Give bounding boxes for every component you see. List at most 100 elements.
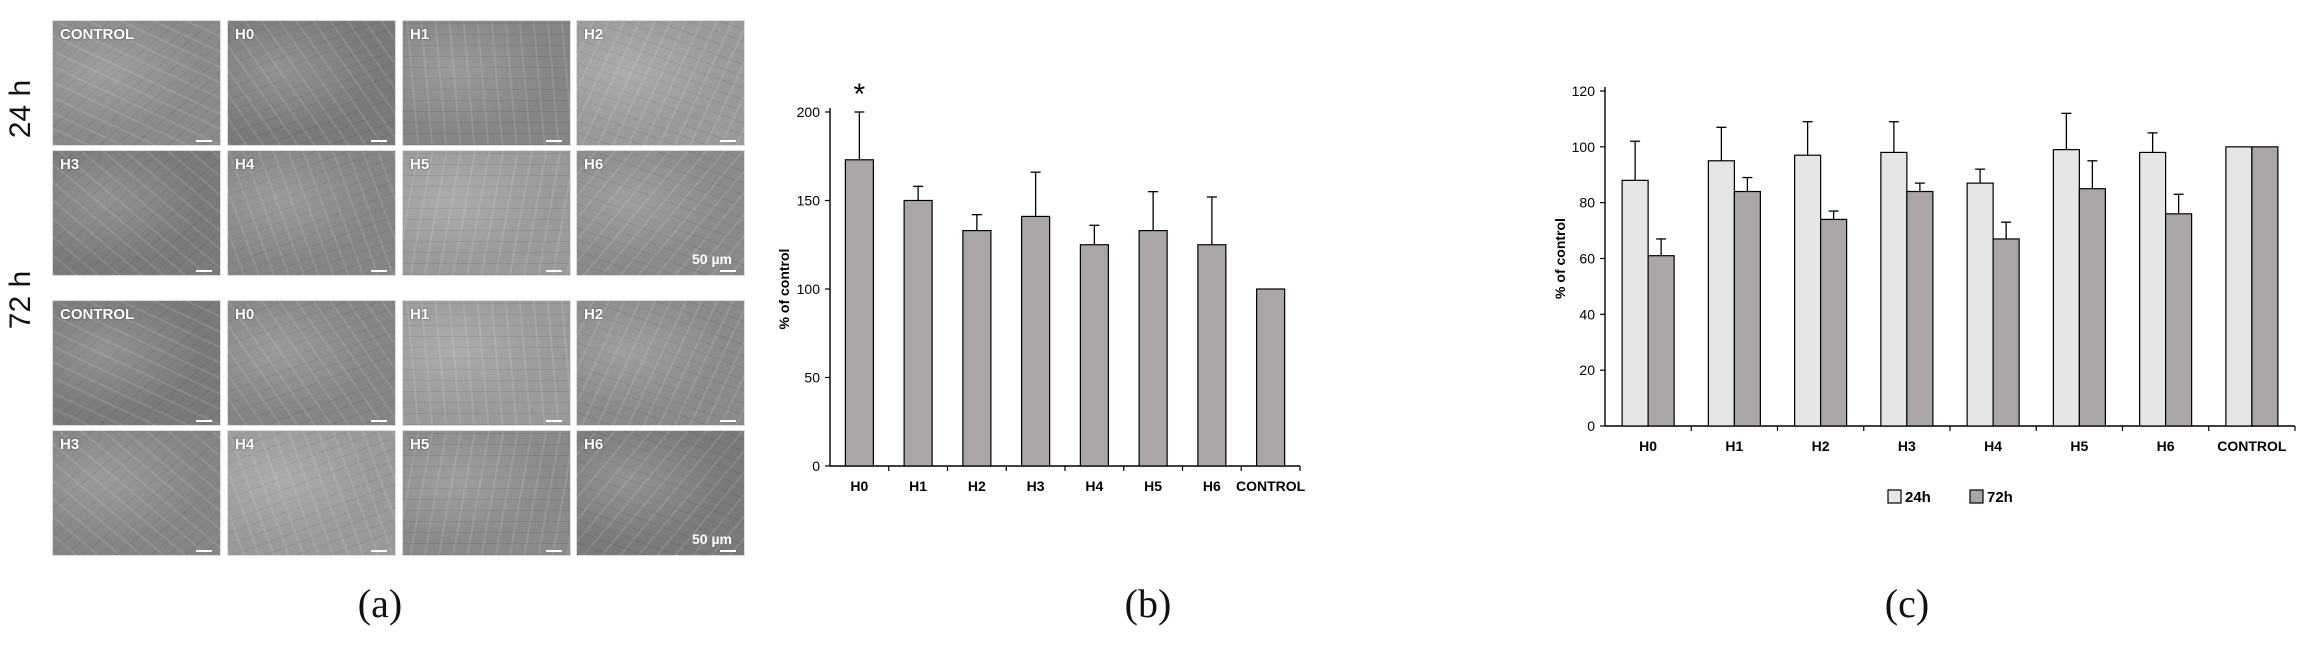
micrograph-tile: CONTROL [52, 300, 221, 426]
micrograph-image [403, 21, 570, 145]
x-tick-label: H0 [1639, 438, 1657, 454]
micrograph-image [228, 151, 395, 275]
micrograph-tile: CONTROL [52, 20, 221, 146]
bar [1021, 215, 1051, 467]
y-tick-label: 120 [1572, 83, 1596, 99]
scale-bar [720, 420, 736, 422]
micrograph-image [403, 301, 570, 425]
scale-bar [720, 270, 736, 272]
legend-swatch [1969, 489, 1984, 504]
tile-label: H2 [584, 306, 604, 323]
x-tick-label: H5 [1144, 478, 1162, 494]
bar [1079, 244, 1109, 467]
y-tick-label: 200 [797, 104, 821, 120]
bar [844, 159, 874, 467]
tile-label: H0 [235, 26, 255, 43]
tile-label: H1 [410, 26, 430, 43]
tile-label: H6 [584, 436, 604, 453]
micrograph-image [403, 431, 570, 555]
x-tick-label: CONTROL [1236, 478, 1306, 494]
y-tick-label: 150 [797, 193, 821, 209]
y-axis-label: % of control [1555, 218, 1568, 299]
y-tick-label: 0 [812, 458, 820, 474]
y-tick-label: 60 [1579, 251, 1595, 267]
x-tick-label: CONTROL [2217, 438, 2287, 454]
scale-bar [371, 550, 387, 552]
bar [1880, 151, 1908, 427]
x-tick-label: H1 [909, 478, 927, 494]
micrograph-tile: H3 [52, 150, 221, 276]
micrograph-tile: H5 [402, 150, 571, 276]
scale-bar [196, 140, 212, 142]
micrograph-tile: H6 50 µm [576, 150, 745, 276]
bar [2225, 146, 2253, 427]
micrograph-image [577, 21, 744, 145]
micrograph-image [53, 21, 220, 145]
legend-label: 24h [1905, 489, 1931, 506]
bar [2052, 149, 2080, 427]
tile-label: H0 [235, 306, 255, 323]
micrograph-tile: H0 [227, 20, 396, 146]
micrograph-image [577, 151, 744, 275]
y-tick-label: 100 [1572, 139, 1596, 155]
micrograph-tile: H1 [402, 300, 571, 426]
bar [2251, 146, 2279, 427]
tile-label: H2 [584, 26, 604, 43]
y-tick-label: 100 [797, 281, 821, 297]
bar [1197, 244, 1227, 467]
tile-label: H3 [60, 156, 80, 173]
micrograph-image [53, 301, 220, 425]
micrograph-tile: H4 [227, 150, 396, 276]
tile-label: CONTROL [60, 306, 135, 323]
micrograph-image [577, 431, 744, 555]
x-tick-label: H1 [1725, 438, 1743, 454]
tile-label: H1 [410, 306, 430, 323]
scale-bar [371, 420, 387, 422]
x-tick-label: H4 [1085, 478, 1103, 494]
bar [1966, 182, 1994, 427]
micrograph-tile: H5 [402, 430, 571, 556]
caption-b: (b) [1124, 581, 1172, 626]
bar [1992, 238, 2020, 427]
bar [1733, 190, 1761, 427]
legend-swatch [1887, 489, 1902, 504]
micrograph-image [53, 431, 220, 555]
x-tick-label: H3 [1898, 438, 1916, 454]
x-tick-label: H4 [1984, 438, 2002, 454]
y-tick-label: 20 [1579, 362, 1595, 378]
y-axis-label: % of control [776, 249, 792, 330]
micrograph-tile: H3 [52, 430, 221, 556]
chart-b: 0 50 100 150 200 % of control H0 H1 H2 H3 H4 H5 H6 CO… [776, 78, 1306, 494]
legend-label: 72h [1987, 489, 2013, 506]
bar [962, 229, 992, 467]
bar [2078, 188, 2106, 427]
scale-bar [196, 550, 212, 552]
time-label-24h: 24 h [4, 79, 37, 139]
tile-label: H3 [60, 436, 80, 453]
bar [1138, 229, 1168, 467]
micrograph-tile: H1 [402, 20, 571, 146]
scale-bar [546, 270, 562, 272]
bar [1621, 179, 1649, 427]
bar [1794, 154, 1822, 427]
tile-label: H5 [410, 436, 430, 453]
micrograph-image [228, 431, 395, 555]
tile-label: H4 [235, 436, 255, 453]
bar [2139, 151, 2167, 427]
bar [1647, 255, 1675, 427]
micrograph-tile: H2 [576, 20, 745, 146]
y-tick-label: 40 [1579, 306, 1595, 322]
y-tick-label: 80 [1579, 195, 1595, 211]
chart-c: 0 20 40 60 80 100 120 % of control H0 H1 H2 H3 H4 H5 H… [1555, 83, 2296, 506]
scale-bar [720, 550, 736, 552]
time-label-72h: 72 h [4, 270, 37, 330]
scale-label: 50 µm [692, 251, 732, 267]
scale-bar [371, 140, 387, 142]
scale-bar [546, 140, 562, 142]
scale-bar [546, 420, 562, 422]
micrograph-tile: H6 50 µm [576, 430, 745, 556]
micrograph-tile: H4 [227, 430, 396, 556]
scale-label: 50 µm [692, 531, 732, 547]
x-tick-label: H5 [2070, 438, 2088, 454]
micrograph-image [403, 151, 570, 275]
